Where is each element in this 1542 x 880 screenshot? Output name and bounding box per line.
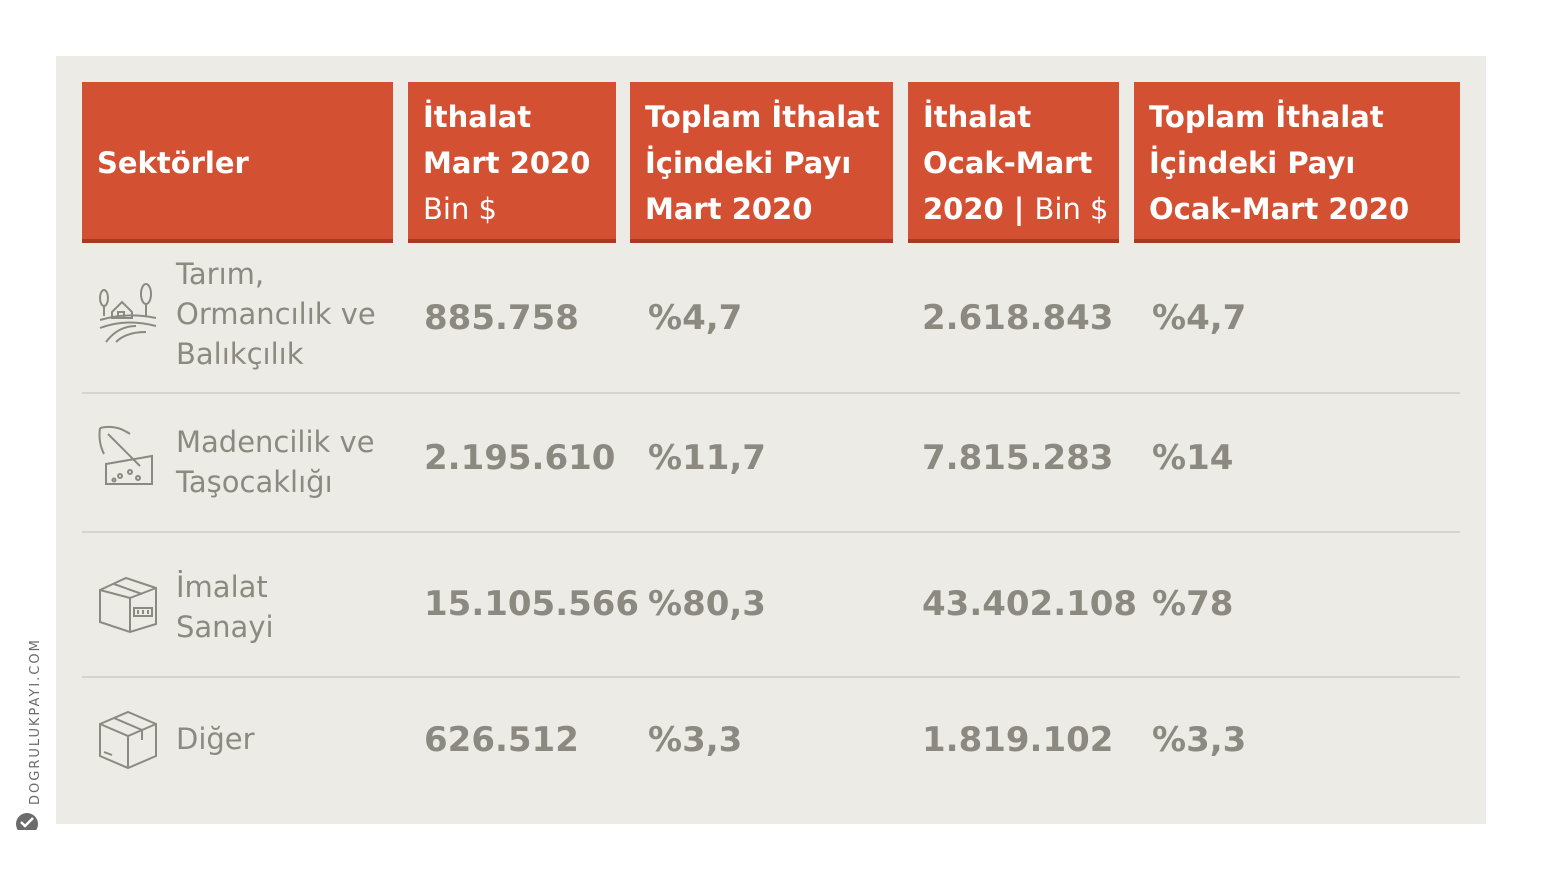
header-line: İthalat	[423, 100, 532, 134]
header-unit: Bin $	[1034, 192, 1109, 226]
cell-value: 2.195.610	[424, 438, 616, 478]
header-share-march: Toplam İthalat İçindeki Payı Mart 2020	[630, 82, 893, 243]
label-line: İmalat	[176, 570, 268, 604]
header-share-jan-mar: Toplam İthalat İçindeki Payı Ocak-Mart 2…	[1134, 82, 1460, 243]
row-divider	[82, 676, 1460, 678]
brand-watermark: DOGRULUKPAYI.COM	[28, 638, 43, 805]
header-sectors-label: Sektörler	[97, 146, 249, 180]
cell-value: 626.512	[424, 720, 579, 760]
label-line: Sanayi	[176, 610, 274, 644]
label-line: Taşocaklığı	[176, 465, 333, 499]
row-label-other: Diğer	[176, 719, 255, 759]
cell-value: %4,7	[648, 298, 743, 338]
cell-value: 885.758	[424, 298, 579, 338]
header-line-combined: 2020 | Bin $	[923, 186, 1109, 232]
cell-value: %14	[1152, 438, 1234, 478]
cell-value: %11,7	[648, 438, 766, 478]
cell-value: %3,3	[1152, 720, 1247, 760]
label-line: Diğer	[176, 722, 255, 756]
label-line: Madencilik ve	[176, 425, 375, 459]
header-unit: Bin $	[423, 192, 498, 226]
cell-value: 2.618.843	[922, 298, 1114, 338]
header-line: İçindeki Payı	[645, 146, 852, 180]
label-line: Ormancılık ve	[176, 297, 376, 331]
farm-icon	[96, 282, 160, 346]
factory-box-icon	[96, 570, 160, 634]
row-label-agriculture: Tarım, Ormancılık ve Balıkçılık	[176, 254, 376, 374]
row-label-mining: Madencilik ve Taşocaklığı	[176, 422, 375, 502]
header-sectors: Sektörler	[82, 82, 393, 243]
checkmark-logo-icon	[14, 810, 40, 835]
row-divider	[82, 392, 1460, 394]
header-line: Toplam İthalat	[1149, 100, 1384, 134]
cell-value: %80,3	[648, 584, 766, 624]
cell-value: 15.105.566	[424, 584, 640, 624]
label-line: Tarım,	[176, 257, 265, 291]
cell-value: 7.815.283	[922, 438, 1114, 478]
header-line: Mart 2020	[423, 146, 591, 180]
header-line: Ocak-Mart	[923, 146, 1093, 180]
cell-value: %4,7	[1152, 298, 1247, 338]
label-line: Balıkçılık	[176, 337, 304, 371]
header-line: Mart 2020	[645, 192, 813, 226]
cell-value: 1.819.102	[922, 720, 1114, 760]
header-line: Ocak-Mart 2020	[1149, 192, 1410, 226]
header-line: Toplam İthalat	[645, 100, 880, 134]
header-import-march: İthalat Mart 2020 Bin $	[408, 82, 616, 243]
header-year: 2020 |	[923, 192, 1035, 226]
header-line: İthalat	[923, 100, 1032, 134]
row-divider	[82, 531, 1460, 533]
header-line: İçindeki Payı	[1149, 146, 1356, 180]
header-import-jan-mar: İthalat Ocak-Mart 2020 | Bin $	[908, 82, 1119, 243]
row-label-manufacturing: İmalat Sanayi	[176, 567, 274, 647]
pickaxe-icon	[96, 424, 160, 488]
box-icon	[96, 706, 160, 770]
cell-value: %3,3	[648, 720, 743, 760]
cell-value: 43.402.108	[922, 584, 1138, 624]
cell-value: %78	[1152, 584, 1234, 624]
